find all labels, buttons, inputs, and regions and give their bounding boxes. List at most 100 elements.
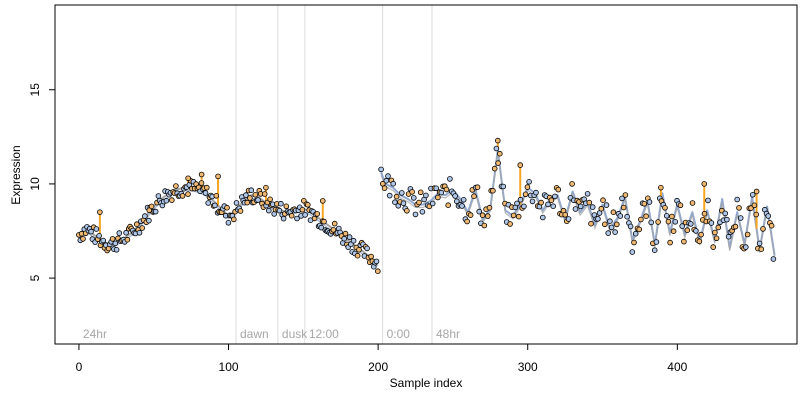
data-point [374, 268, 381, 275]
data-point [385, 173, 391, 179]
data-point [410, 195, 417, 201]
spike-point [753, 188, 760, 195]
data-point [202, 190, 209, 196]
data-point [713, 235, 720, 242]
data-point [701, 210, 708, 217]
data-point [276, 207, 283, 214]
y-tick-label: 10 [28, 177, 42, 191]
x-tick-label: 300 [518, 360, 538, 374]
data-point [204, 184, 210, 191]
plot-background [55, 5, 797, 344]
data-point [445, 202, 452, 209]
data-point [607, 218, 613, 225]
data-point [708, 220, 715, 226]
data-point [381, 185, 388, 191]
data-point [605, 230, 611, 236]
data-point [742, 244, 749, 250]
series-line-overlay-48hr [380, 152, 776, 259]
data-point [627, 223, 634, 230]
data-point [109, 236, 116, 242]
data-point [247, 195, 253, 201]
data-point [331, 220, 338, 227]
data-point [423, 192, 429, 199]
data-point [693, 228, 699, 234]
x-tick-label: 100 [219, 360, 239, 374]
data-point [672, 219, 679, 225]
data-point [724, 216, 730, 223]
data-point [679, 223, 685, 229]
x-axis-title: Sample index [390, 376, 463, 390]
data-point [142, 213, 148, 219]
data-point [638, 216, 644, 223]
data-point [302, 212, 308, 218]
data-point [124, 236, 131, 243]
data-point [255, 197, 261, 203]
spike-point [215, 173, 221, 180]
data-point [646, 199, 653, 205]
data-point [696, 238, 703, 245]
data-point [751, 202, 758, 209]
data-point [548, 197, 555, 204]
data-point [552, 193, 558, 200]
data-point [169, 197, 175, 203]
data-point [185, 191, 191, 197]
data-point [225, 220, 232, 226]
data-point [464, 218, 470, 225]
spike-point [517, 162, 524, 168]
data-point [304, 202, 311, 208]
data-point [756, 240, 763, 247]
data-point [493, 145, 500, 152]
data-point [294, 215, 300, 222]
data-point [404, 208, 410, 214]
data-point [595, 216, 601, 222]
data-point [521, 203, 527, 210]
region-label: 24hr [83, 327, 107, 341]
region-label: 0:00 [387, 327, 411, 341]
data-point [350, 237, 357, 244]
data-point [491, 165, 498, 172]
data-point [734, 196, 740, 203]
data-point [569, 181, 575, 187]
spike-point [495, 137, 501, 144]
data-point [356, 247, 362, 253]
data-point [622, 192, 629, 198]
data-point [452, 193, 458, 199]
data-point [152, 208, 159, 215]
data-point [725, 233, 732, 240]
data-point [577, 203, 584, 210]
data-point [669, 213, 675, 220]
spike-point [146, 207, 153, 214]
data-point [237, 208, 244, 214]
data-point [524, 184, 531, 190]
data-point [278, 200, 284, 207]
data-point [555, 186, 562, 193]
data-point [619, 195, 625, 202]
data-point [342, 230, 349, 237]
data-point [330, 227, 337, 233]
data-point [173, 183, 179, 189]
data-point [417, 189, 424, 196]
data-point [213, 193, 220, 199]
spike-point [701, 181, 708, 187]
data-point [684, 227, 691, 234]
region-label: 48hr [436, 327, 460, 341]
data-point [460, 197, 467, 203]
data-point [617, 213, 624, 219]
data-point [443, 186, 450, 193]
data-point [629, 249, 636, 255]
spike-point [198, 171, 205, 178]
data-point [510, 212, 517, 219]
data-point [770, 256, 777, 262]
spike-point [97, 209, 103, 215]
data-point [712, 229, 718, 236]
data-point [231, 216, 237, 223]
data-point [667, 239, 673, 246]
data-point [393, 193, 400, 200]
data-point [651, 247, 658, 254]
data-point [412, 211, 419, 218]
data-point [100, 237, 106, 244]
data-point [416, 199, 422, 206]
data-point [608, 224, 615, 231]
data-point [314, 211, 321, 217]
data-point [283, 203, 290, 210]
